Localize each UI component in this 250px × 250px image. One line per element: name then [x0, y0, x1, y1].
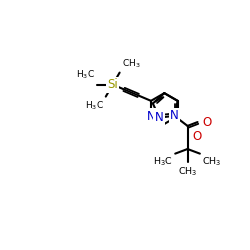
- Text: N: N: [146, 110, 155, 123]
- Text: H$_3$C: H$_3$C: [153, 156, 173, 168]
- Text: N: N: [170, 110, 179, 122]
- Text: H$_3$C: H$_3$C: [84, 100, 103, 112]
- Text: CH$_3$: CH$_3$: [178, 165, 197, 178]
- Text: CH$_3$: CH$_3$: [202, 156, 222, 168]
- Text: O: O: [192, 130, 202, 143]
- Text: Si: Si: [107, 78, 118, 91]
- Text: N: N: [155, 111, 164, 124]
- Text: H$_3$C: H$_3$C: [76, 68, 95, 81]
- Text: O: O: [202, 116, 211, 128]
- Text: CH$_3$: CH$_3$: [122, 57, 141, 70]
